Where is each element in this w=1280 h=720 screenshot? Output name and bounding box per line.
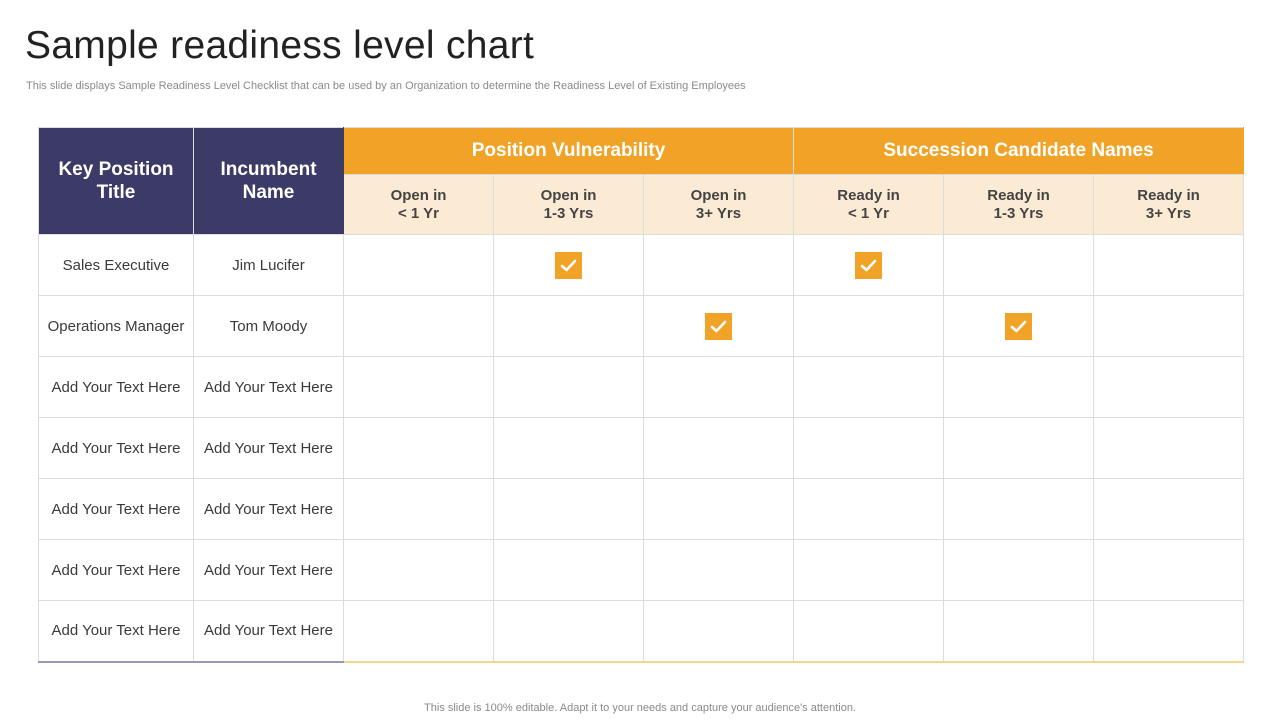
table-row: Add Your Text Here Add Your Text Here	[38, 600, 1245, 663]
subheader-row: Open in < 1 Yr Open in 1-3 Yrs Open in 3+ Yrs…	[39, 174, 1245, 235]
cell-readiness-1[interactable]	[493, 356, 644, 418]
subheader-line1: Open in	[690, 186, 747, 204]
cell-incumbent-name[interactable]: Add Your Text Here	[193, 356, 344, 418]
cell-readiness-3[interactable]	[793, 295, 945, 357]
cell-readiness-5[interactable]	[1093, 356, 1245, 418]
readiness-table: Key Position Title Incumbent Name Positi…	[38, 127, 1245, 663]
table-row: Add Your Text Here Add Your Text Here	[38, 539, 1245, 601]
cell-readiness-0[interactable]	[343, 295, 494, 357]
table-row: Add Your Text Here Add Your Text Here	[38, 478, 1245, 540]
header-position-vulnerability: Position Vulnerability	[342, 127, 795, 175]
cell-readiness-5[interactable]	[1093, 478, 1245, 540]
cell-readiness-0[interactable]	[343, 539, 494, 601]
cell-readiness-0[interactable]	[343, 600, 494, 663]
subheader-0: Open in < 1 Yr	[343, 174, 494, 235]
cell-incumbent-name[interactable]: Tom Moody	[193, 295, 344, 357]
subheader-3: Ready in < 1 Yr	[793, 174, 945, 235]
header-key-position: Key Position Title	[38, 127, 194, 235]
subheader-line2: 3+ Yrs	[695, 204, 742, 222]
cell-readiness-2[interactable]	[642, 478, 795, 540]
table-body: Sales Executive Jim Lucifer Operations Man…	[38, 234, 1245, 663]
cell-readiness-1[interactable]	[493, 478, 644, 540]
subheader-1: Open in 1-3 Yrs	[493, 174, 644, 235]
cell-readiness-4[interactable]	[943, 234, 1095, 296]
header-succession-candidates: Succession Candidate Names	[793, 127, 1245, 175]
cell-readiness-3[interactable]	[793, 600, 945, 663]
cell-position-title[interactable]: Add Your Text Here	[38, 600, 194, 663]
cell-readiness-3[interactable]	[793, 234, 945, 296]
cell-readiness-2[interactable]	[642, 356, 795, 418]
cell-readiness-3[interactable]	[793, 356, 945, 418]
subheader-line1: Ready in	[1137, 186, 1200, 204]
subheader-line2: 1-3 Yrs	[993, 204, 1044, 222]
subheader-line1: Open in	[390, 186, 447, 204]
cell-readiness-4[interactable]	[943, 295, 1095, 357]
checkbox-checked-icon[interactable]	[855, 251, 883, 279]
cell-readiness-2[interactable]	[642, 234, 795, 296]
cell-position-title[interactable]: Operations Manager	[38, 295, 194, 357]
cell-readiness-5[interactable]	[1093, 417, 1245, 479]
subheader-5: Ready in 3+ Yrs	[1093, 174, 1245, 235]
cell-readiness-1[interactable]	[493, 600, 644, 663]
cell-position-title[interactable]: Add Your Text Here	[38, 539, 194, 601]
cell-readiness-0[interactable]	[343, 356, 494, 418]
cell-readiness-2[interactable]	[642, 600, 795, 663]
cell-readiness-1[interactable]	[493, 417, 644, 479]
cell-readiness-1[interactable]	[493, 234, 644, 296]
subheader-line1: Open in	[540, 186, 597, 204]
cell-incumbent-name[interactable]: Add Your Text Here	[193, 417, 344, 479]
cell-readiness-3[interactable]	[793, 417, 945, 479]
subheader-line2: 3+ Yrs	[1145, 204, 1192, 222]
table-row: Sales Executive Jim Lucifer	[38, 234, 1245, 296]
cell-readiness-5[interactable]	[1093, 234, 1245, 296]
checkbox-checked-icon[interactable]	[1005, 312, 1033, 340]
cell-incumbent-name[interactable]: Jim Lucifer	[193, 234, 344, 296]
cell-incumbent-name[interactable]: Add Your Text Here	[193, 539, 344, 601]
cell-incumbent-name[interactable]: Add Your Text Here	[193, 478, 344, 540]
cell-readiness-4[interactable]	[943, 539, 1095, 601]
table-row: Operations Manager Tom Moody	[38, 295, 1245, 357]
cell-readiness-4[interactable]	[943, 600, 1095, 663]
cell-readiness-5[interactable]	[1093, 539, 1245, 601]
subheader-line2: < 1 Yr	[848, 204, 890, 222]
subheader-2: Open in 3+ Yrs	[642, 174, 795, 235]
table-row: Add Your Text Here Add Your Text Here	[38, 417, 1245, 479]
page-subtitle: This slide displays Sample Readiness Lev…	[26, 80, 746, 92]
checkbox-checked-icon[interactable]	[705, 312, 732, 340]
cell-incumbent-name[interactable]: Add Your Text Here	[193, 600, 344, 663]
subheader-4: Ready in 1-3 Yrs	[943, 174, 1095, 235]
cell-readiness-2[interactable]	[642, 539, 795, 601]
cell-readiness-3[interactable]	[793, 478, 945, 540]
cell-readiness-0[interactable]	[343, 234, 494, 296]
cell-position-title[interactable]: Add Your Text Here	[38, 417, 194, 479]
subheader-line1: Ready in	[837, 186, 900, 204]
cell-position-title[interactable]: Add Your Text Here	[38, 356, 194, 418]
cell-readiness-4[interactable]	[943, 478, 1095, 540]
cell-readiness-2[interactable]	[642, 295, 795, 357]
subheader-line1: Ready in	[987, 186, 1050, 204]
subheader-line2: < 1 Yr	[397, 204, 439, 222]
cell-readiness-5[interactable]	[1093, 600, 1245, 663]
subheader-line2: 1-3 Yrs	[543, 204, 594, 222]
page-title: Sample readiness level chart	[25, 24, 535, 67]
cell-readiness-3[interactable]	[793, 539, 945, 601]
cell-readiness-1[interactable]	[493, 295, 644, 357]
cell-readiness-4[interactable]	[943, 417, 1095, 479]
cell-position-title[interactable]: Add Your Text Here	[38, 478, 194, 540]
cell-readiness-1[interactable]	[493, 539, 644, 601]
cell-readiness-0[interactable]	[343, 417, 494, 479]
header-incumbent-name: Incumbent Name	[193, 127, 344, 235]
cell-readiness-2[interactable]	[642, 417, 795, 479]
cell-readiness-0[interactable]	[343, 478, 494, 540]
cell-readiness-5[interactable]	[1093, 295, 1245, 357]
cell-readiness-4[interactable]	[943, 356, 1095, 418]
footer-note: This slide is 100% editable. Adapt it to…	[424, 702, 856, 714]
checkbox-checked-icon[interactable]	[555, 251, 582, 279]
table-row: Add Your Text Here Add Your Text Here	[38, 356, 1245, 418]
cell-position-title[interactable]: Sales Executive	[38, 234, 194, 296]
